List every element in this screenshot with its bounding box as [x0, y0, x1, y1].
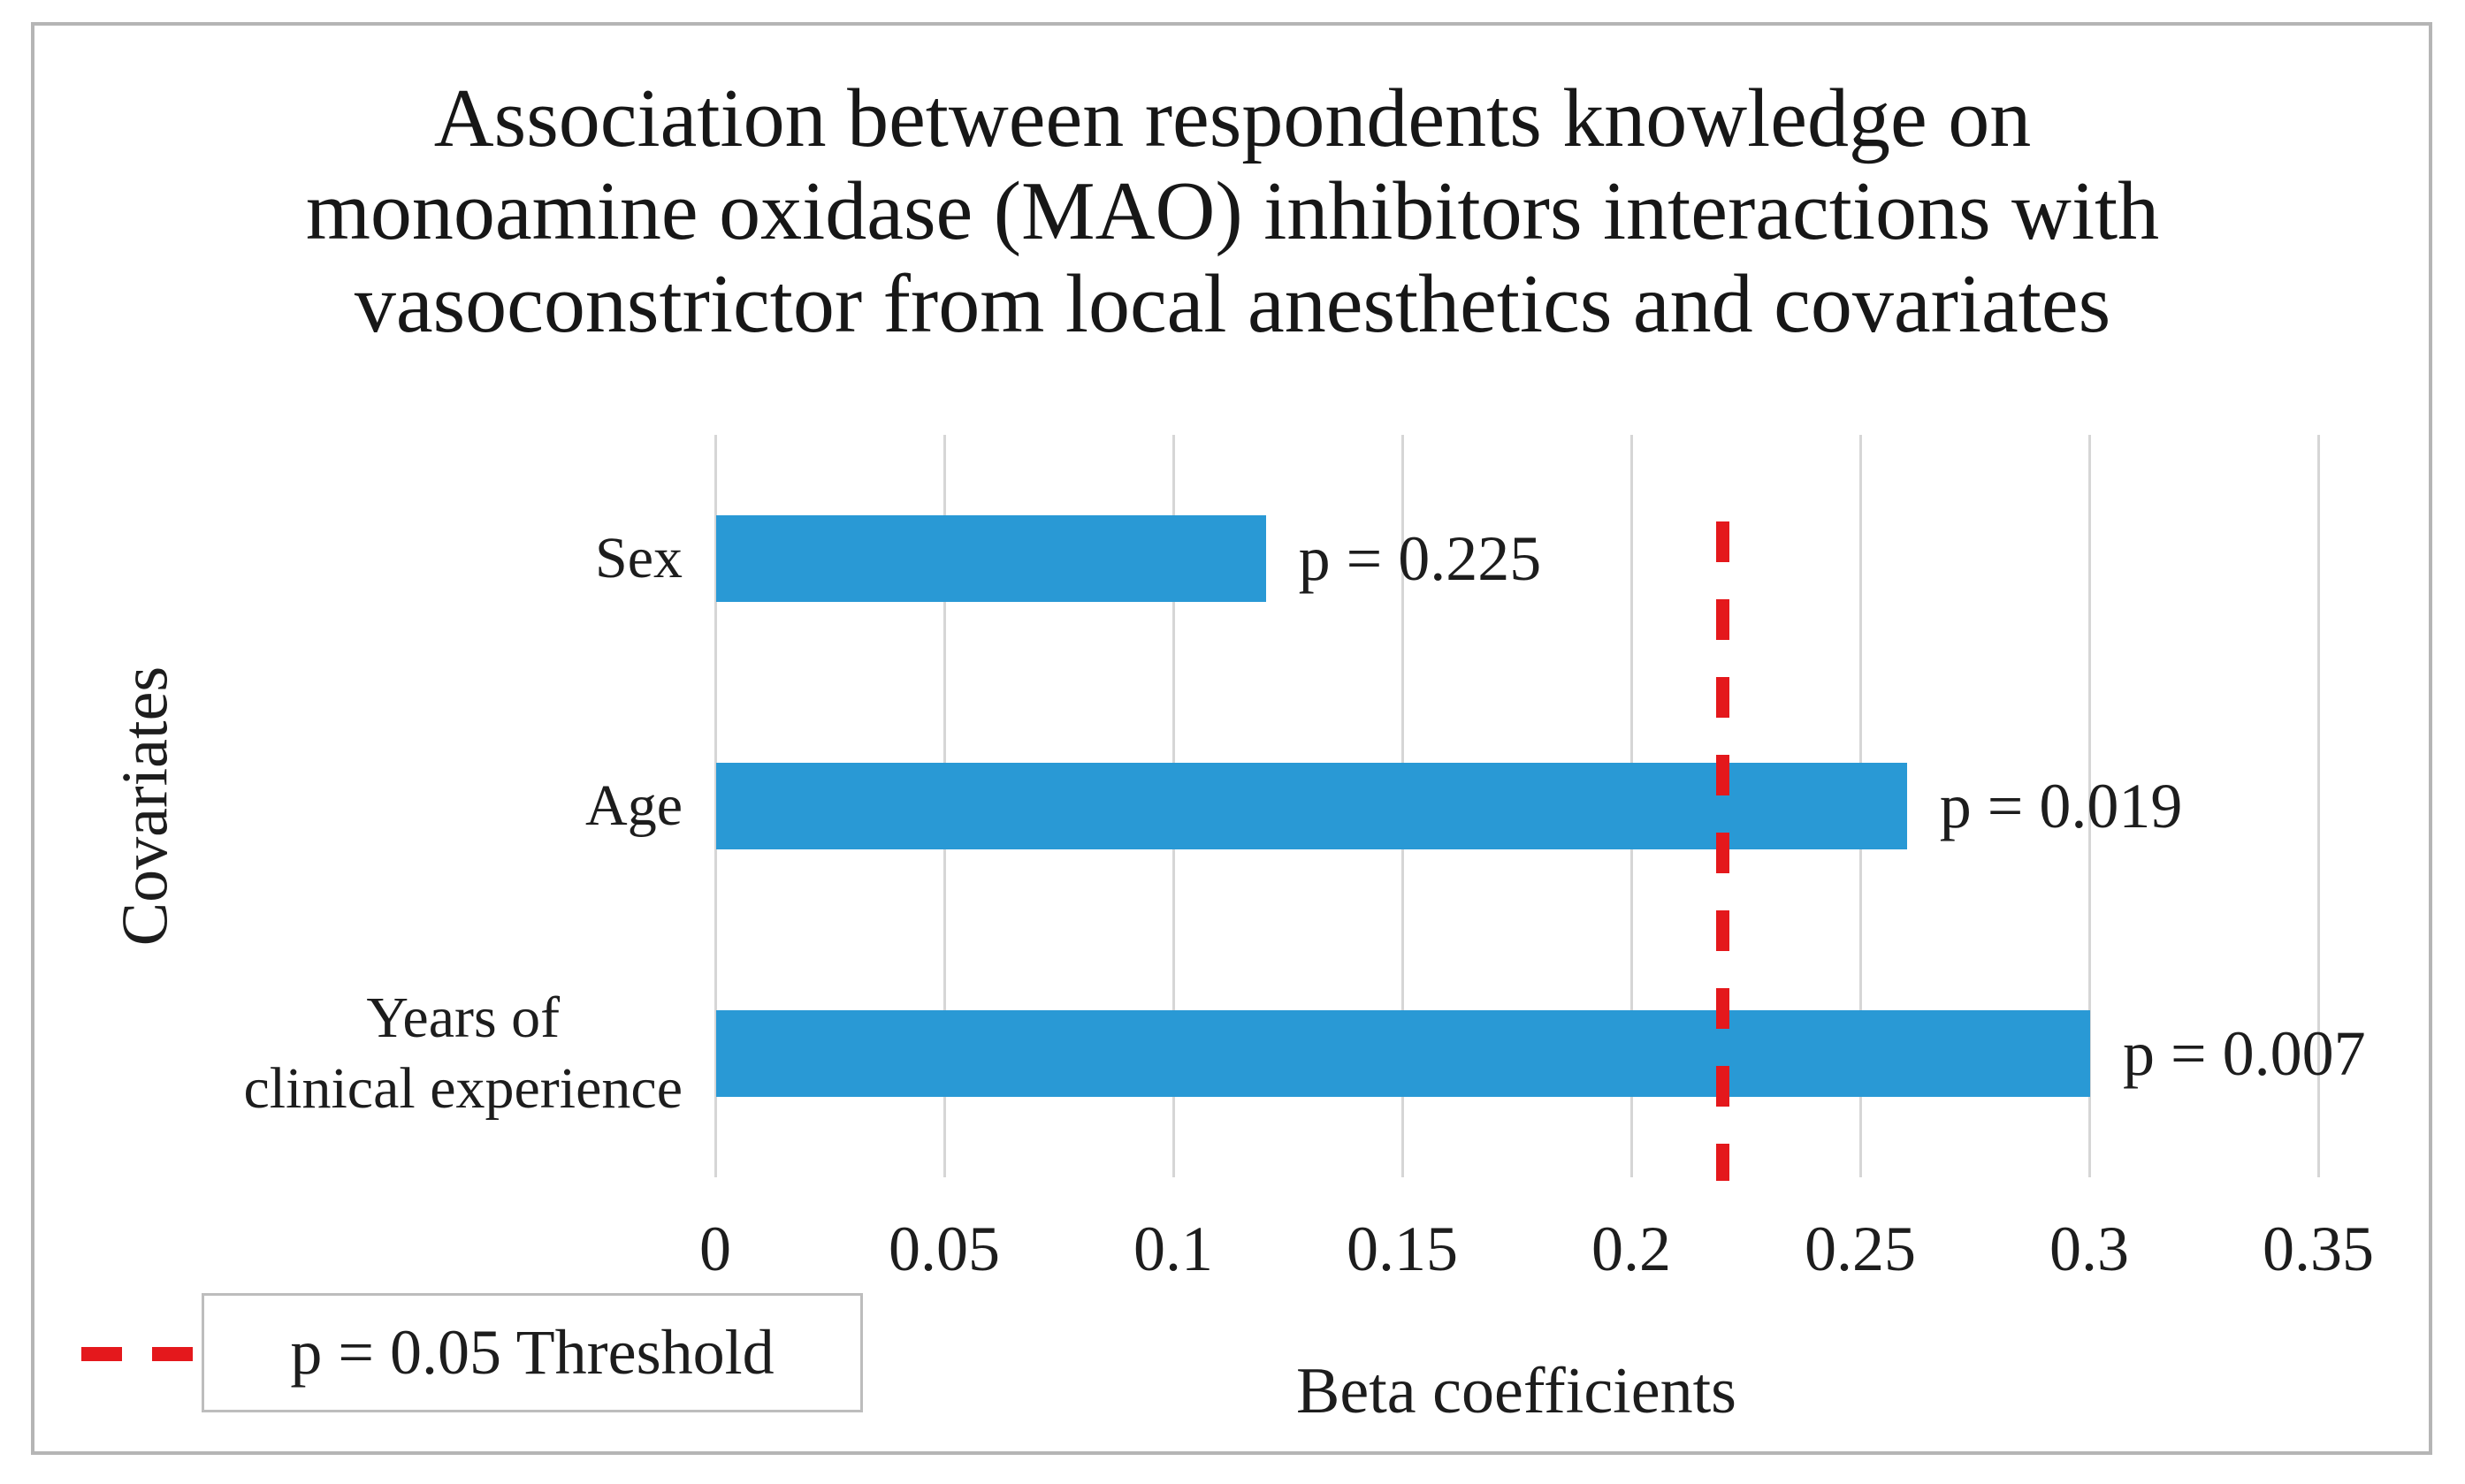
- p-value-label-years-of-clinical-experience: p = 0.007: [2123, 1017, 2366, 1089]
- x-axis-title: Beta coefficients: [1296, 1355, 1736, 1427]
- bar-age: [716, 763, 1907, 849]
- p-value-label-age: p = 0.019: [1939, 770, 2183, 841]
- threshold-legend-box: p = 0.05 Threshold: [202, 1293, 863, 1412]
- chart-title-line-1: Association between respondents knowledg…: [433, 72, 2032, 164]
- chart-title-line-2: monoamine oxidase (MAO) inhibitors inter…: [305, 165, 2160, 257]
- x-tick-label-0.05: 0.05: [889, 1214, 1000, 1284]
- chart-title-line-3: vasoconstrictor from local anesthetics a…: [354, 258, 2111, 350]
- figure-outer-border: [31, 22, 2432, 1455]
- gridline-x-0.35: [2316, 435, 2320, 1177]
- category-label-sex: Sex: [595, 526, 683, 590]
- x-tick-label-0.3: 0.3: [2049, 1214, 2129, 1284]
- gridline-x-0.3: [2087, 435, 2091, 1177]
- x-tick-label-0.1: 0.1: [1133, 1214, 1213, 1284]
- threshold-line: [1716, 521, 1730, 1181]
- threshold-legend-dash-icon: [81, 1347, 193, 1361]
- p-value-label-sex: p = 0.225: [1298, 522, 1542, 594]
- category-label-years-of-clinical-experience: Years of clinical experience: [243, 986, 683, 1121]
- chart-title: Association between respondents knowledg…: [0, 72, 2465, 351]
- x-tick-label-0.35: 0.35: [2263, 1214, 2374, 1284]
- x-tick-label-0: 0: [699, 1214, 731, 1284]
- category-label-age: Age: [585, 773, 683, 838]
- threshold-legend-label: p = 0.05 Threshold: [290, 1317, 775, 1388]
- x-tick-label-0.2: 0.2: [1591, 1214, 1671, 1284]
- bar-sex: [716, 515, 1266, 602]
- x-tick-label-0.25: 0.25: [1805, 1214, 1916, 1284]
- gridline-x-0: [714, 435, 717, 1177]
- bar-years-of-clinical-experience: [716, 1010, 2090, 1097]
- x-tick-label-0.15: 0.15: [1347, 1214, 1458, 1284]
